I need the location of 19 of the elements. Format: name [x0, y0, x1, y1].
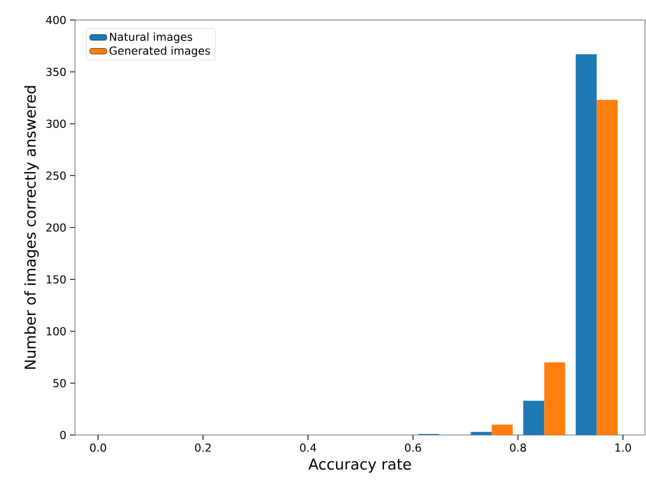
y-tick-label: 350 — [46, 68, 66, 76]
y-tick-label: 50 — [53, 378, 66, 388]
legend-label: Generated images — [110, 46, 210, 57]
x-tick-label: 0.2 — [195, 444, 211, 452]
y-tick-label: 0 — [60, 430, 66, 440]
legend-label: Natural images — [110, 32, 192, 44]
y-tick-label: 300 — [46, 120, 66, 128]
x-axis-title: Accuracy rate — [308, 458, 411, 473]
y-tick-label: 400 — [46, 16, 66, 24]
x-tick-label: 0.0 — [90, 444, 106, 452]
y-tick-label: 150 — [46, 275, 66, 284]
y-tick-label: 100 — [46, 327, 66, 336]
x-tick-label: 0.6 — [405, 444, 422, 452]
y-tick-label: 250 — [46, 171, 66, 180]
x-tick-label: 1.0 — [615, 444, 631, 452]
x-tick-label: 0.8 — [510, 444, 526, 452]
x-tick-label: 0.4 — [300, 444, 316, 452]
y-axis-title: Number of images correctly answered — [24, 86, 39, 369]
y-tick-label: 200 — [46, 223, 66, 232]
